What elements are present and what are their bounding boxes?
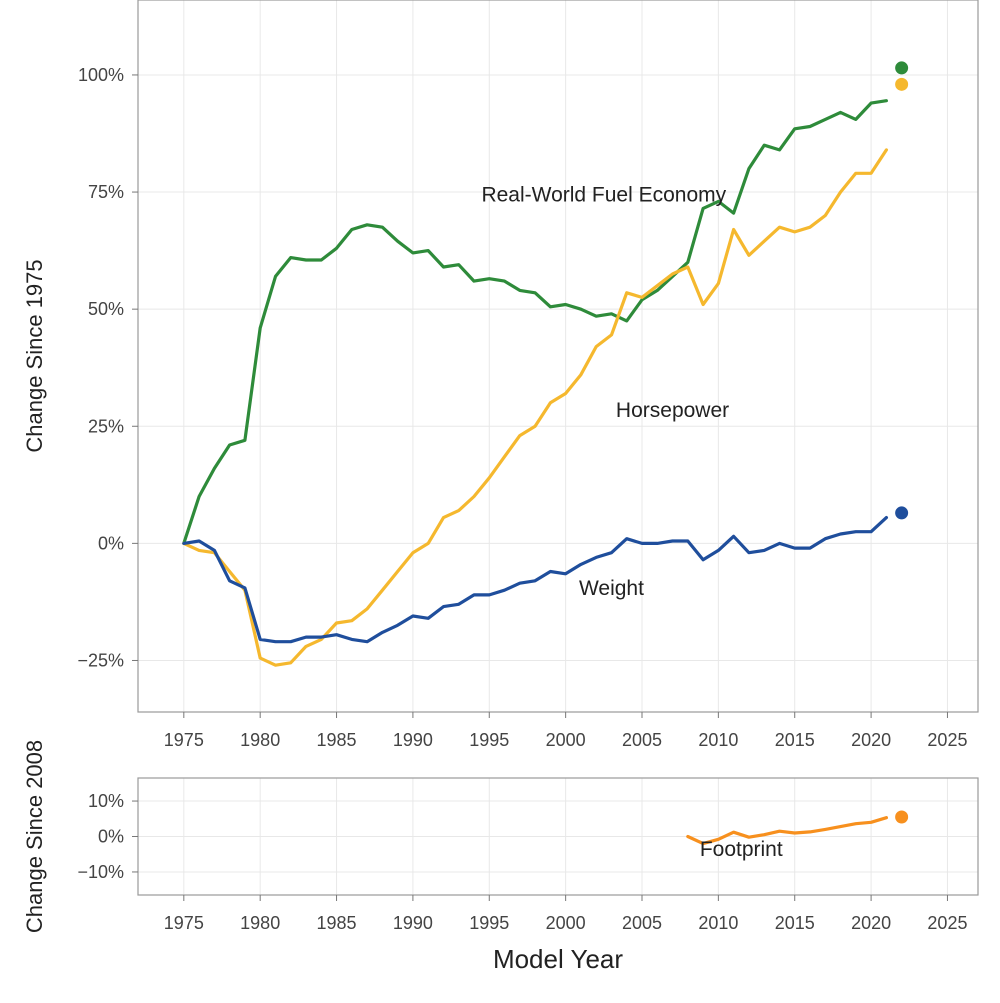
x-tick-label: 1995 — [469, 730, 509, 750]
x-tick-label: 2020 — [851, 730, 891, 750]
x-tick-label: 2000 — [546, 730, 586, 750]
x-tick-label: 2000 — [546, 913, 586, 933]
footprint-projection-point — [895, 810, 909, 824]
x-tick-label: 2015 — [775, 730, 815, 750]
x-tick-label: 2010 — [698, 730, 738, 750]
x-tick-label: 1990 — [393, 913, 433, 933]
plot-border — [137, 0, 979, 713]
real-world-fuel-economy-line — [182, 99, 889, 546]
weight-label: Weight — [579, 577, 644, 600]
horsepower-projection-point — [895, 77, 909, 91]
weight-line — [182, 515, 889, 644]
real-world-fuel-economy-label: Real-World Fuel Economy — [481, 183, 726, 206]
y-tick-label: 75% — [88, 182, 124, 202]
x-tick-label: 2005 — [622, 913, 662, 933]
x-tick-label: 2025 — [927, 913, 967, 933]
y-axis-title: Change Since 2008 — [22, 740, 47, 933]
y-tick-label: 100% — [78, 65, 124, 85]
x-tick-label: 2025 — [927, 730, 967, 750]
x-tick-label: 2015 — [775, 913, 815, 933]
x-tick-label: 1985 — [317, 913, 357, 933]
y-tick-label: −10% — [77, 862, 124, 882]
panel-2: 1975 1980 1985 1990 1995 2000 2005 2010 2015 2020… — [22, 740, 979, 974]
x-tick-label: 2005 — [622, 730, 662, 750]
y-tick-label: 10% — [88, 791, 124, 811]
x-tick-label: 2010 — [698, 913, 738, 933]
x-tick-label: 1980 — [240, 913, 280, 933]
y-tick-label: −25% — [77, 650, 124, 670]
x-tick-label: 1995 — [469, 913, 509, 933]
x-axis-title: Model Year — [493, 944, 623, 974]
y-tick-label: 0% — [98, 827, 124, 847]
footprint-label: Footprint — [700, 838, 783, 861]
y-tick-label: 0% — [98, 533, 124, 553]
horsepower-line — [182, 148, 889, 667]
footprint-line — [686, 816, 889, 846]
panel-1: 1975 1980 1985 1990 1995 2000 2005 2010 2015 2020… — [22, 0, 979, 750]
x-tick-label: 1980 — [240, 730, 280, 750]
x-tick-label: 1975 — [164, 913, 204, 933]
y-tick-label: 50% — [88, 299, 124, 319]
horsepower-label: Horsepower — [616, 399, 729, 422]
x-tick-label: 1985 — [317, 730, 357, 750]
real-world-fuel-economy-projection-point — [895, 61, 909, 75]
x-tick-label: 2020 — [851, 913, 891, 933]
x-tick-label: 1975 — [164, 730, 204, 750]
y-tick-label: 25% — [88, 416, 124, 436]
y-axis-title: Change Since 1975 — [22, 259, 47, 452]
x-tick-label: 1990 — [393, 730, 433, 750]
weight-projection-point — [895, 506, 909, 520]
